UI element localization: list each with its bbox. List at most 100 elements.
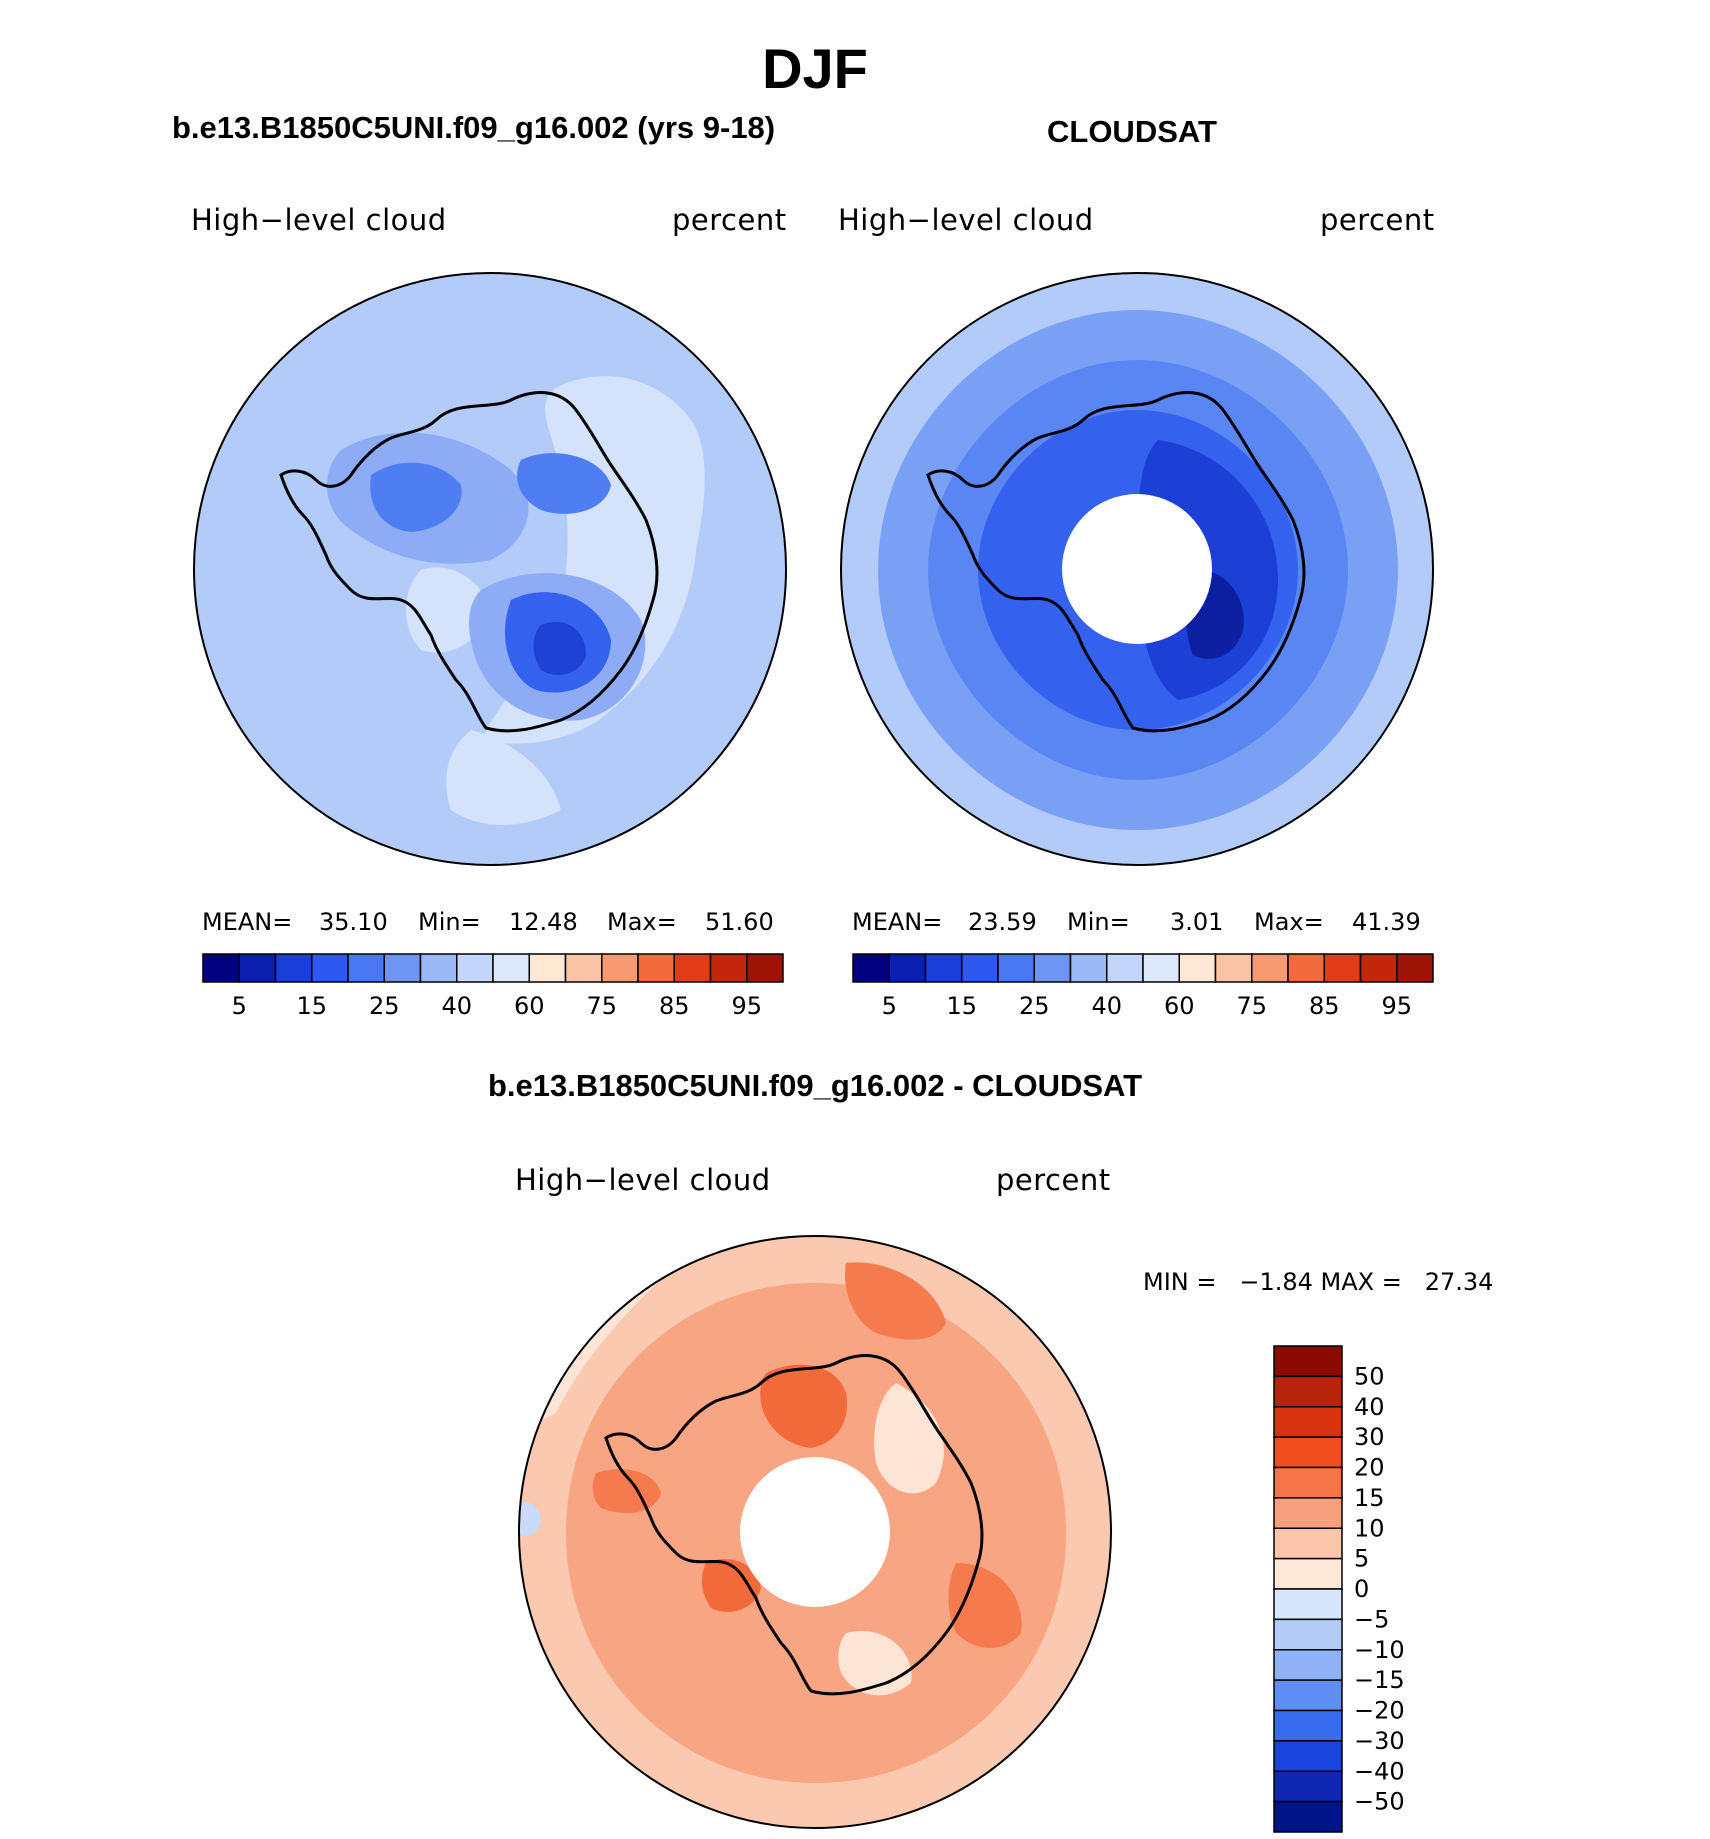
map-diff-strong-region — [701, 1559, 761, 1612]
panel2-max-label: Max= — [1254, 908, 1324, 936]
map-model-light-region — [481, 376, 705, 744]
colorbar-model-swatch — [347, 953, 385, 983]
colorbar-diff-swatch — [1273, 1375, 1343, 1408]
colorbar-model-tick-label: 95 — [731, 992, 762, 1020]
colorbar-cloudsat-tick-label: 95 — [1381, 992, 1412, 1020]
antarctica-coastline — [926, 391, 1306, 733]
colorbar-cloudsat-tick-label: 85 — [1309, 992, 1340, 1020]
colorbar-model-swatch — [746, 953, 784, 983]
panel2-max-value: 41.39 — [1352, 908, 1421, 936]
colorbar-diff-tick-label: −30 — [1354, 1727, 1405, 1755]
colorbar-model-swatch — [238, 953, 277, 983]
colorbar-diff-swatch — [1273, 1527, 1343, 1560]
colorbar-diff-tick-label: 40 — [1354, 1393, 1385, 1421]
colorbar-diff-swatch — [1273, 1770, 1343, 1803]
map-diff — [518, 1235, 1112, 1829]
colorbar-cloudsat-swatch — [1069, 953, 1108, 983]
colorbar-cloudsat-swatch — [1106, 953, 1144, 983]
map-model-light-region — [446, 730, 561, 825]
colorbar-cloudsat-swatch — [888, 953, 927, 983]
panel1-max-label: Max= — [607, 908, 677, 936]
colorbar-model-swatch — [383, 953, 422, 983]
colorbar-model-swatch — [492, 953, 530, 983]
colorbar-cloudsat-swatch — [1142, 953, 1180, 983]
colorbar-diff-tick-label: 10 — [1354, 1514, 1385, 1542]
map-model-dark-region — [370, 462, 462, 532]
map-cloudsat-border — [840, 272, 1434, 866]
panel1-mean-label: MEAN= — [202, 908, 293, 936]
colorbar-diff-swatch — [1273, 1406, 1343, 1438]
colorbar-model-swatch — [673, 953, 712, 983]
colorbar-model-swatch — [419, 953, 458, 983]
colorbar-diff-tick-label: −40 — [1354, 1757, 1405, 1785]
colorbar-model-swatch — [528, 953, 567, 983]
colorbar-diff-swatch — [1273, 1436, 1343, 1469]
map-diff-strong-region — [760, 1364, 847, 1448]
colorbar-diff-swatch — [1273, 1466, 1343, 1499]
panel2-title: CLOUDSAT — [1047, 114, 1217, 149]
colorbar-cloudsat-tick-label: 5 — [882, 992, 897, 1020]
panel2-units-label: percent — [1320, 203, 1435, 237]
colorbar-cloudsat-tick-label: 25 — [1019, 992, 1050, 1020]
map-diff-border — [518, 1235, 1112, 1829]
colorbar-model-swatch — [709, 953, 748, 983]
colorbar-diff-tick-label: −10 — [1354, 1636, 1405, 1664]
colorbar-diff-swatch — [1273, 1649, 1343, 1681]
colorbar-diff-swatch — [1273, 1497, 1343, 1529]
colorbar-cloudsat-swatch — [1396, 953, 1434, 983]
antarctica-coastline — [279, 391, 659, 733]
colorbar-diff-tick-label: 30 — [1354, 1423, 1385, 1451]
colorbar-cloudsat-swatch — [1251, 953, 1289, 983]
colorbar-cloudsat-swatch — [1323, 953, 1362, 983]
map-diff-polar-hole — [740, 1457, 890, 1607]
colorbar-diff-tick-label: 20 — [1354, 1454, 1385, 1482]
colorbar-model-swatch — [274, 953, 313, 983]
colorbar-model-tick-label: 15 — [296, 992, 327, 1020]
colorbar-cloudsat-swatch — [924, 953, 963, 983]
page-title: DJF — [762, 37, 868, 100]
colorbar-diff-swatch — [1273, 1679, 1343, 1712]
colorbar-diff-swatch — [1273, 1618, 1343, 1651]
colorbar-diff-swatch — [1273, 1709, 1343, 1742]
map-diff-strong-region — [845, 1262, 946, 1340]
colorbar-diff-swatch — [1273, 1740, 1343, 1772]
colorbar-cloudsat-tick-label: 15 — [946, 992, 977, 1020]
colorbar-cloudsat-swatch — [1359, 953, 1398, 983]
colorbar-model-tick-label: 85 — [659, 992, 690, 1020]
colorbar-cloudsat-tick-label: 40 — [1091, 992, 1122, 1020]
colorbar-diff-tick-label: 50 — [1354, 1362, 1385, 1390]
colorbar-model-tick-label: 5 — [232, 992, 247, 1020]
panel1-max-value: 51.60 — [705, 908, 774, 936]
panel1-variable-label: High−level cloud — [191, 203, 447, 237]
colorbar-diff-tick-label: 15 — [1354, 1484, 1385, 1512]
colorbar-diff-swatch — [1273, 1588, 1343, 1621]
colorbar-cloudsat-swatch — [1214, 953, 1253, 983]
colorbar-model-tick-label: 60 — [514, 992, 545, 1020]
panel1-title: b.e13.B1850C5UNI.f09_g16.002 (yrs 9-18) — [172, 110, 776, 145]
colorbar-diff-tick-label: 0 — [1354, 1575, 1369, 1603]
colorbar-model-tick-label: 75 — [586, 992, 617, 1020]
colorbar-diff-swatch — [1273, 1557, 1343, 1590]
panel2-mean-value: 23.59 — [968, 908, 1037, 936]
colorbar-model-tick-label: 25 — [369, 992, 400, 1020]
panel2-min-value: 3.01 — [1170, 908, 1224, 936]
colorbar-cloudsat-swatch — [1287, 953, 1325, 983]
colorbar-cloudsat-swatch — [1178, 953, 1217, 983]
colorbar-cloudsat-tick-label: 75 — [1236, 992, 1267, 1020]
panel2-mean-label: MEAN= — [852, 908, 943, 936]
panel1-min-label: Min= — [418, 908, 481, 936]
colorbar-model-swatch — [202, 953, 240, 983]
map-diff-strong-region — [948, 1563, 1022, 1648]
panel2-variable-label: High−level cloud — [838, 203, 1094, 237]
map-cloudsat — [840, 272, 1434, 866]
diff-title: b.e13.B1850C5UNI.f09_g16.002 - CLOUDSAT — [487, 1068, 1143, 1103]
panel1-mean-value: 35.10 — [319, 908, 388, 936]
colorbar-model-swatch — [311, 953, 349, 983]
panel1-units-label: percent — [672, 203, 787, 237]
colorbar-diff-tick-label: 5 — [1354, 1545, 1369, 1573]
colorbar-diff-tick-label: −20 — [1354, 1697, 1405, 1725]
colorbar-cloudsat-swatch — [961, 953, 999, 983]
colorbar-cloudsat-swatch — [1033, 953, 1072, 983]
map-diff-negative-spot — [519, 1501, 541, 1536]
antarctica-coastline — [604, 1354, 984, 1696]
